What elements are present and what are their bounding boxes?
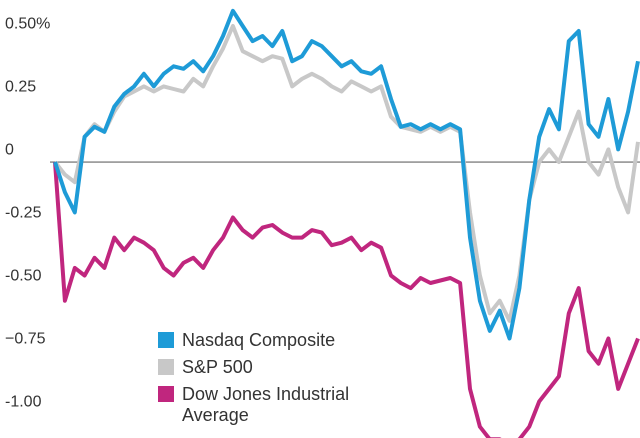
legend-swatch [158,359,174,375]
y-tick-label: 0 [5,141,14,158]
series-line [53,8,640,341]
y-tick-label: -0.25 [5,204,42,221]
legend-item: Dow Jones Industrial Average [158,384,357,426]
y-tick-label: 0.50% [5,15,50,32]
y-tick-label: -0.50 [5,267,42,284]
series-line [53,161,640,438]
legend-label: Dow Jones Industrial Average [182,384,350,425]
legend-item: S&P 500 [158,357,357,378]
series-line [53,24,640,323]
legend-swatch [158,332,174,348]
legend-item: Nasdaq Composite [158,330,357,351]
y-tick-label: −0.75 [5,330,46,347]
legend-label: Nasdaq Composite [182,330,336,350]
y-tick-label: -1.00 [5,393,42,410]
y-tick-label: 0.25 [5,78,36,95]
legend: Nasdaq Composite S&P 500 Dow Jones Industr… [158,330,357,432]
legend-swatch [158,386,174,402]
legend-label: S&P 500 [182,357,253,377]
